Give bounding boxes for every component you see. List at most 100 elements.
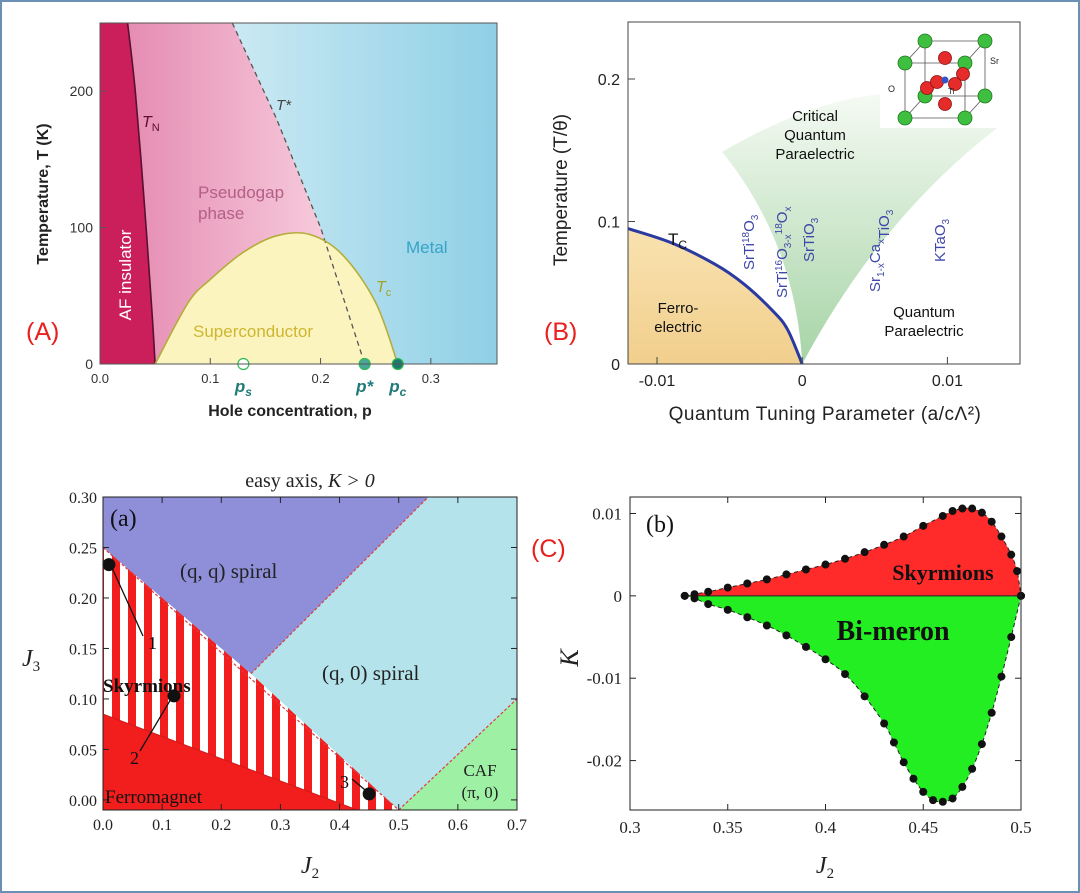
lower-boundary-point bbox=[743, 613, 752, 622]
sr-atom bbox=[957, 110, 973, 126]
y-tick-label: 200 bbox=[70, 83, 94, 99]
x-tick-label: 0.3 bbox=[270, 817, 290, 834]
tc-line bbox=[627, 227, 804, 365]
x-tick-label: 0.3 bbox=[422, 371, 440, 386]
sr-atom bbox=[897, 55, 913, 71]
x-tick-label: 0.7 bbox=[507, 817, 527, 834]
lower-boundary-point bbox=[997, 672, 1006, 681]
caf-label: CAF (π, 0) bbox=[462, 761, 499, 802]
x-tick-label: 0.1 bbox=[201, 371, 219, 386]
y-tick-label: -0.02 bbox=[587, 752, 622, 771]
quantum-paraelectric-label: Quantum Paraelectric bbox=[884, 304, 964, 340]
lower-boundary-point bbox=[938, 797, 947, 806]
q0-spiral-label: (q, 0) spiral bbox=[322, 661, 420, 685]
lower-boundary-point bbox=[948, 794, 957, 803]
lower-boundary-point bbox=[762, 621, 771, 630]
upper-boundary-point bbox=[948, 507, 957, 516]
x-tick-label: 0.45 bbox=[908, 818, 938, 837]
sr-label: Sr bbox=[990, 56, 999, 66]
upper-boundary-point bbox=[841, 554, 850, 563]
bimeron-region bbox=[684, 595, 1021, 802]
upper-boundary-point bbox=[987, 517, 996, 526]
marker-point-1 bbox=[102, 558, 116, 572]
lower-boundary-point bbox=[958, 782, 967, 791]
chart-title: easy axis, K > 0 bbox=[245, 470, 375, 492]
panel-c-b-chart: 0.3 0.35 0.4 0.45 0.5 0.01 0 -0.01 -0.02 J2 K (b) S… bbox=[555, 496, 1032, 882]
plot-frame bbox=[99, 22, 498, 365]
upper-boundary-point bbox=[968, 504, 977, 513]
upper-boundary-point bbox=[880, 540, 889, 549]
lower-boundary-point bbox=[899, 758, 908, 767]
o-atom bbox=[956, 67, 970, 81]
material-label: SrTi16O3-x18Ox bbox=[774, 207, 794, 298]
x-axis-label: Quantum Tuning Parameter (a/cΛ²) bbox=[669, 404, 982, 425]
y-tick-label: 0 bbox=[614, 587, 623, 606]
sr-atom bbox=[897, 110, 913, 126]
upper-boundary-point bbox=[704, 587, 713, 596]
material-label: SrTi18O3 bbox=[741, 214, 761, 270]
marker-arrow-3 bbox=[351, 778, 367, 792]
boundary-qq-q0 bbox=[250, 496, 429, 675]
qq-spiral-label: (q, q) spiral bbox=[180, 559, 278, 583]
upper-boundary-point bbox=[743, 579, 752, 588]
upper-boundary-point bbox=[723, 583, 732, 592]
point-label-p_s: ps bbox=[234, 377, 252, 399]
lower-boundary-point bbox=[704, 600, 713, 609]
upper-boundary-point bbox=[860, 548, 869, 557]
lower-boundary-point bbox=[968, 764, 977, 773]
tc-dome-line bbox=[154, 231, 399, 365]
ferromagnet-boundary bbox=[102, 713, 358, 811]
x-tick-label: 0.4 bbox=[330, 817, 350, 834]
x-tick-label: 0.35 bbox=[713, 818, 743, 837]
skyrmions-label: Skyrmions bbox=[892, 560, 994, 585]
o-label: O bbox=[888, 84, 895, 94]
panel-label-a: (A) bbox=[26, 318, 60, 346]
sr-atom bbox=[977, 33, 993, 49]
upper-boundary-point bbox=[782, 570, 791, 579]
critical-paraelectric-label: Critical Quantum Paraelectric bbox=[775, 108, 855, 163]
panel-c-a-chart: 0.0 0.1 0.2 0.3 0.4 0.5 0.6 0.7 0.00 0.05 0.10 0.15… bbox=[22, 470, 527, 882]
upper-boundary-point bbox=[1013, 567, 1022, 576]
boundary-q0-caf bbox=[398, 698, 518, 811]
lower-boundary-point bbox=[929, 796, 938, 805]
y-tick-label: 0.1 bbox=[598, 215, 620, 232]
y-tick-label: 0.20 bbox=[69, 591, 97, 608]
lower-boundary-point bbox=[841, 670, 850, 679]
skyrmions-label: Skyrmions bbox=[103, 676, 191, 697]
sr-atom bbox=[917, 33, 933, 49]
material-label: KTaO3 bbox=[932, 218, 952, 262]
boundary-skyrmion-spiral bbox=[102, 547, 400, 811]
sr-atom bbox=[977, 88, 993, 104]
y-tick-label: 0.30 bbox=[69, 490, 97, 507]
pseudogap-label: Pseudogap phase bbox=[198, 183, 284, 223]
point-label-pstar: p* bbox=[355, 377, 374, 396]
lower-boundary-point bbox=[860, 692, 869, 701]
marker-label-3: 3 bbox=[340, 772, 349, 792]
o-atom bbox=[938, 97, 952, 111]
o-atom bbox=[920, 81, 934, 95]
y-axis-label: K bbox=[555, 648, 584, 668]
marker-label-1: 1 bbox=[148, 633, 157, 653]
upper-boundary-point bbox=[801, 565, 810, 574]
upper-boundary-point bbox=[958, 504, 967, 513]
plot-frame bbox=[627, 21, 1021, 365]
upper-boundary-point bbox=[919, 521, 928, 530]
lower-boundary-point bbox=[680, 591, 689, 600]
x-tick-label: 0.1 bbox=[152, 817, 172, 834]
y-tick-label: 0.05 bbox=[69, 742, 97, 759]
panel-label-c: (C) bbox=[531, 535, 566, 563]
panel-a-chart: 0.0 0.1 0.2 0.3 0 100 200 Hole concentration, p… bbox=[35, 22, 498, 420]
y-axis-label: Temperature, T (K) bbox=[35, 123, 52, 264]
qq-spiral-region bbox=[103, 497, 429, 674]
y-tick-label: -0.01 bbox=[587, 669, 622, 688]
point-label-p_c: pc bbox=[388, 377, 406, 399]
lower-boundary-point bbox=[782, 631, 791, 640]
x-tick-label: -0.01 bbox=[639, 373, 676, 390]
plot-frame bbox=[102, 496, 518, 811]
y-tick-label: 100 bbox=[70, 220, 94, 236]
ferroelectric-label: Ferro-electric bbox=[654, 300, 702, 336]
tn-line bbox=[126, 22, 156, 365]
panel-tag: (b) bbox=[646, 512, 674, 538]
y-tick-label: 0.2 bbox=[598, 72, 620, 89]
